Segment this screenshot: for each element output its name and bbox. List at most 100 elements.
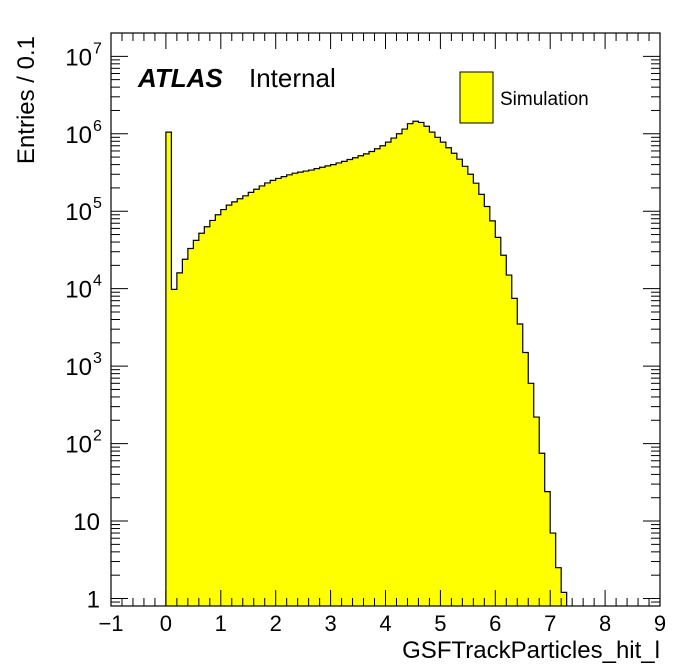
- x-tick-label: 5: [434, 611, 446, 636]
- histogram-bin: [396, 133, 403, 607]
- histogram-bin: [522, 352, 529, 606]
- y-tick-exponent: 2: [93, 428, 102, 445]
- histogram-bin: [390, 138, 397, 606]
- histogram-bin: [281, 176, 287, 606]
- legend: Simulation: [459, 71, 589, 124]
- histogram-bin: [347, 159, 353, 606]
- histogram-bin: [286, 174, 293, 607]
- histogram-bin: [303, 171, 309, 606]
- histogram-bin: [495, 237, 502, 606]
- atlas-brand: ATLAS: [137, 63, 223, 93]
- histogram-bin: [264, 182, 271, 606]
- histogram-bin: [363, 153, 370, 606]
- histogram-bin: [237, 198, 244, 606]
- x-tick-labels: −1 0 1 2 3 4 5 6 7 8 9: [98, 611, 666, 636]
- y-tick-base: 10: [65, 354, 92, 381]
- histogram-bin: [248, 192, 255, 606]
- histogram-bin: [193, 240, 200, 606]
- histogram-bin: [434, 137, 441, 606]
- histogram-bin: [215, 214, 222, 606]
- x-tick-label: 3: [324, 611, 336, 636]
- histogram-bin: [253, 189, 260, 606]
- y-tick-base: 10: [65, 199, 92, 226]
- y-tick-label: 10 4: [65, 273, 102, 304]
- y-tick-label: 1: [87, 586, 100, 613]
- histogram-bin: [407, 123, 414, 606]
- histogram-bin: [544, 491, 551, 606]
- histogram-bin: [511, 298, 518, 606]
- y-tick-label: 10 6: [65, 118, 102, 149]
- histogram-bin: [308, 170, 315, 607]
- histogram-bin: [270, 180, 276, 606]
- histogram-bin: [209, 220, 216, 606]
- y-tick-base: 10: [65, 122, 92, 149]
- atlas-status: Internal: [249, 63, 336, 93]
- histogram-bin: [220, 209, 227, 606]
- x-tick-label: 7: [544, 611, 556, 636]
- y-tick-label: 10 2: [65, 428, 102, 459]
- y-tick-label: 10 7: [65, 40, 102, 71]
- histogram-bin: [176, 272, 183, 606]
- histogram-bin: [539, 453, 546, 606]
- histogram-bin: [478, 194, 485, 606]
- x-tick-label: 1: [215, 611, 227, 636]
- histogram-bars: [165, 120, 568, 607]
- x-tick-label: 2: [270, 611, 282, 636]
- histogram-bin: [319, 167, 326, 606]
- histogram-bin: [385, 142, 392, 606]
- histogram-outline: [165, 120, 568, 606]
- histogram-bin: [489, 220, 496, 606]
- histogram-bin: [473, 183, 480, 606]
- histogram-bin: [297, 172, 304, 606]
- histogram-bin: [325, 165, 331, 606]
- x-tick-label: 8: [599, 611, 611, 636]
- histogram-bin: [440, 142, 447, 606]
- histogram-bin: [500, 255, 507, 607]
- histogram-bin: [187, 248, 194, 607]
- histogram-bin: [275, 178, 282, 606]
- y-tick-exponent: 7: [93, 40, 102, 57]
- histogram-bin: [204, 226, 211, 606]
- histogram-bin: [533, 417, 540, 606]
- histogram-bin: [550, 533, 556, 606]
- histogram-bin: [231, 201, 238, 607]
- y-tick-label: 10 3: [65, 350, 102, 381]
- y-tick-base: 10: [65, 44, 92, 71]
- histogram-bin: [259, 185, 266, 607]
- y-tick-exponent: 4: [93, 273, 102, 290]
- histogram-bin: [462, 166, 469, 606]
- y-axis-label: Entries / 0.1: [13, 36, 40, 164]
- y-tick-base: 10: [65, 277, 92, 304]
- histogram-bin: [330, 164, 337, 606]
- histogram-bin: [561, 592, 567, 606]
- x-axis-label: GSFTrackParticles_hit_l: [402, 637, 660, 664]
- histogram-bin: [314, 168, 320, 607]
- histogram-bin: [517, 323, 524, 606]
- y-tick-base: 10: [65, 432, 92, 459]
- y-tick-exponent: 6: [93, 118, 102, 135]
- y-tick-label: 10: [73, 509, 100, 536]
- histogram-bin: [467, 174, 474, 606]
- histogram-bin: [171, 289, 178, 606]
- histogram-bin: [374, 148, 381, 606]
- histogram-bin: [336, 162, 342, 607]
- histogram-bin: [352, 157, 359, 607]
- histogram-bin: [412, 121, 419, 607]
- y-tick-label: 10 5: [65, 195, 102, 226]
- x-tick-label: 6: [489, 611, 501, 636]
- histogram-bin: [506, 275, 513, 606]
- histogram-bin: [423, 126, 430, 606]
- legend-label: Simulation: [500, 89, 589, 110]
- histogram-bin: [369, 151, 375, 606]
- x-tick-label: 4: [379, 611, 391, 636]
- histogram-bin: [341, 161, 348, 606]
- histogram-bin: [456, 159, 463, 606]
- histogram-bin: [418, 122, 425, 606]
- histogram-bin: [292, 173, 298, 607]
- histogram-bin: [182, 259, 189, 606]
- histogram-bin: [429, 132, 436, 606]
- histogram-bin: [226, 205, 233, 606]
- y-tick-exponent: 5: [93, 195, 102, 212]
